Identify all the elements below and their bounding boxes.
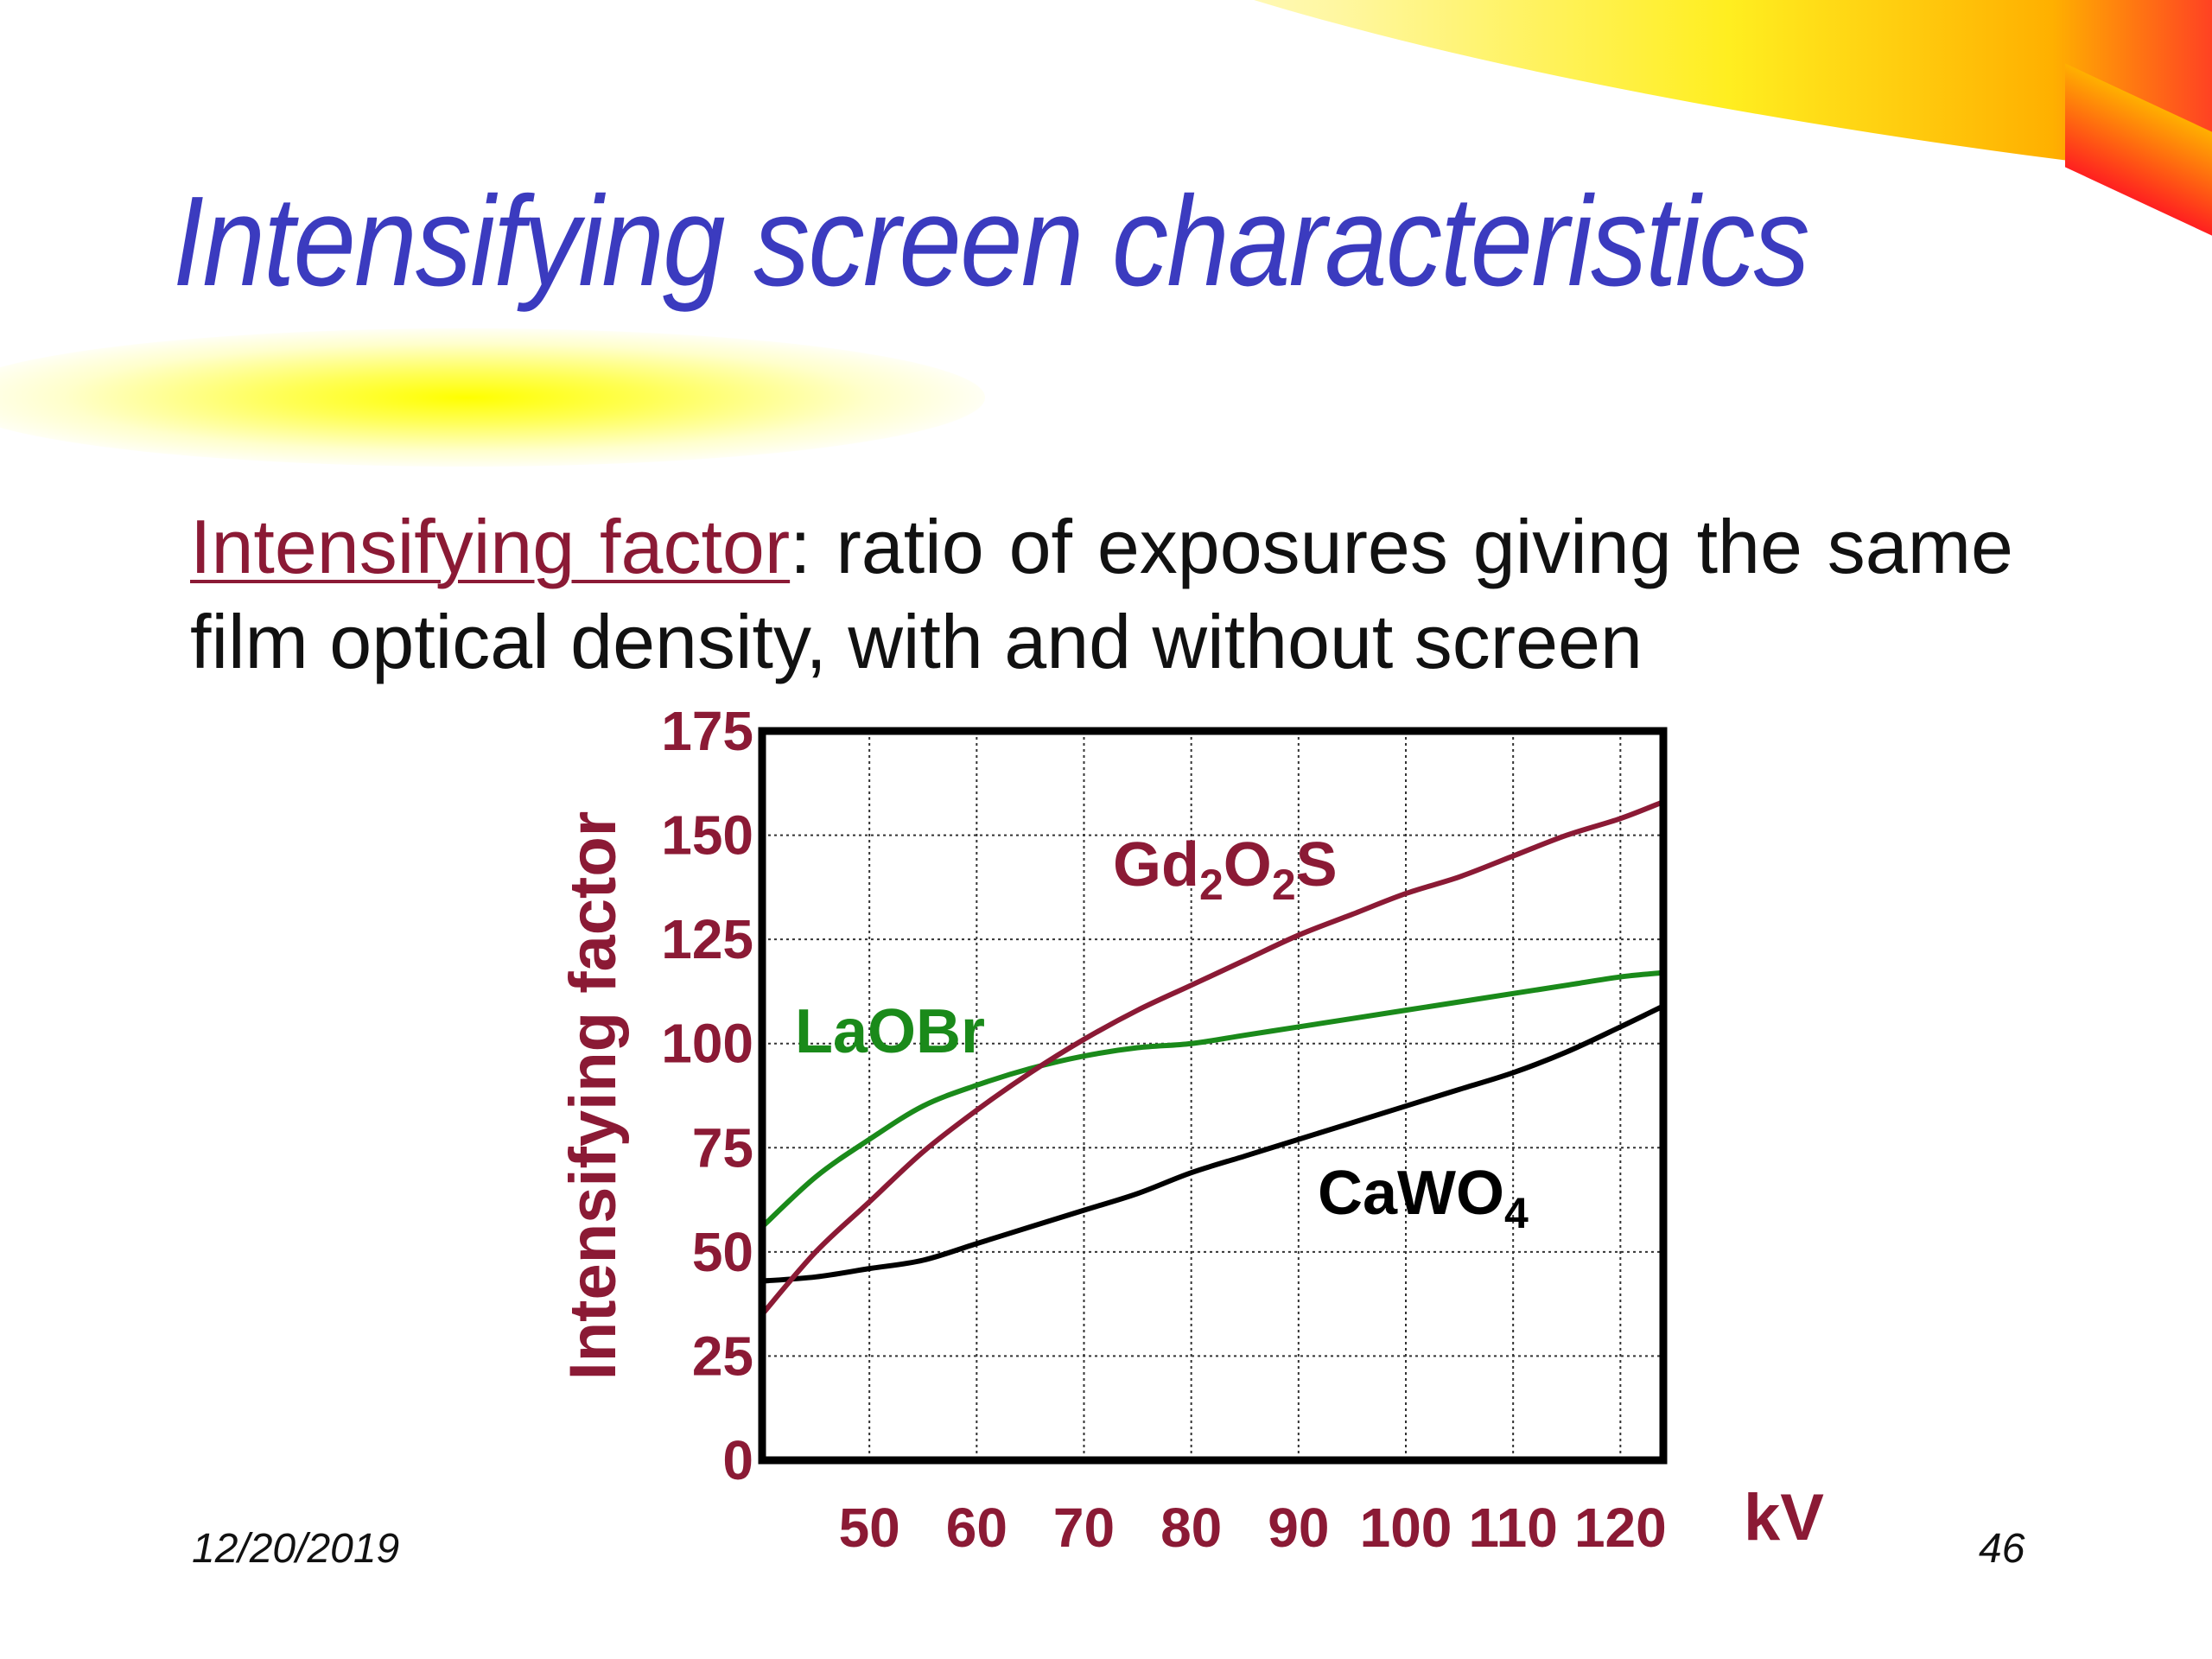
series-labels: Gd2O2S LaOBr CaWO4 xyxy=(795,830,1529,1237)
x-tick-label: 120 xyxy=(1574,1497,1667,1559)
footer-date: 12/20/2019 xyxy=(192,1526,400,1572)
y-tick-labels: 175 150 125 100 75 50 25 0 xyxy=(661,700,753,1491)
x-tick-label: 90 xyxy=(1268,1497,1329,1559)
x-tick-label: 60 xyxy=(946,1497,1007,1559)
definition-term: Intensifying factor xyxy=(190,504,791,589)
definition-text: : ratio of exposures giving the same fil… xyxy=(190,504,2013,684)
series-label-CaWO4: CaWO4 xyxy=(1318,1159,1529,1237)
x-tick-label: 50 xyxy=(839,1497,900,1559)
page-number: 46 xyxy=(1979,1526,2025,1572)
y-tick-label: 175 xyxy=(661,700,753,762)
x-tick-label: 70 xyxy=(1053,1497,1115,1559)
series-label-LaOBr: LaOBr xyxy=(795,997,985,1066)
plot-frame xyxy=(758,727,1668,1465)
y-tick-label: 75 xyxy=(692,1116,753,1179)
y-tick-label: 0 xyxy=(722,1429,753,1491)
y-tick-label: 100 xyxy=(661,1013,753,1075)
x-tick-label: 110 xyxy=(1469,1497,1558,1559)
grid-lines xyxy=(762,731,1663,1460)
x-tick-labels: 50 60 70 80 90 100 110 120 xyxy=(839,1497,1667,1559)
series-line-LaOBr xyxy=(760,969,1666,1230)
definition-paragraph: Intensifying factor: ratio of exposures … xyxy=(190,499,2013,690)
x-tick-label: 100 xyxy=(1360,1497,1452,1559)
y-tick-label: 25 xyxy=(692,1325,753,1387)
y-tick-label: 50 xyxy=(692,1221,753,1283)
y-tick-label: 125 xyxy=(661,908,753,970)
x-tick-label: 80 xyxy=(1160,1497,1222,1559)
series-line-CaWO4 xyxy=(760,1003,1666,1284)
slide-title: Intensifying screen characteristics xyxy=(173,170,1810,313)
series-line-Gd2O2S xyxy=(760,798,1666,1318)
y-axis-title: Intensifying factor xyxy=(556,811,630,1381)
x-axis-title: kV xyxy=(1744,1481,1824,1554)
series-lines xyxy=(760,798,1666,1318)
y-tick-label: 150 xyxy=(661,804,753,867)
series-label-Gd2O2S: Gd2O2S xyxy=(1113,830,1338,909)
